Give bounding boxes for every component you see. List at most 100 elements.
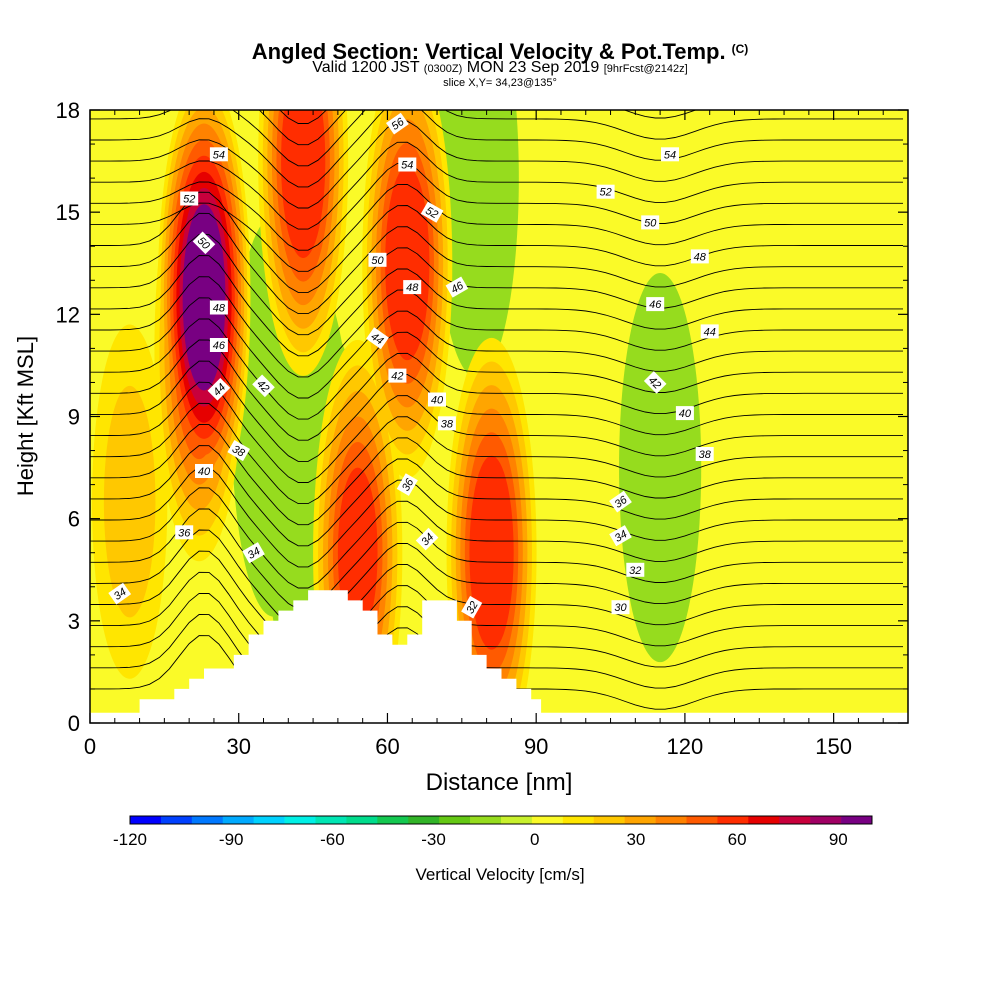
contour-label-text: 54 (401, 160, 413, 172)
contour-label-bg (643, 371, 667, 394)
colorbar-swatch-13 (531, 816, 564, 824)
x-tick-label-30: 30 (226, 734, 250, 759)
valid-date: MON 23 Sep 2019 (466, 59, 600, 76)
copyright-mark: (C) (731, 42, 749, 56)
contour-label-text: 32 (464, 599, 481, 616)
contour-label-bg (366, 327, 389, 350)
isentrope-24 (90, 141, 903, 230)
contour-label-bg (461, 595, 483, 619)
colorbar-swatch-0 (130, 816, 162, 824)
contour-label-27: 32 (626, 562, 645, 577)
contour-label-bg (626, 562, 645, 577)
contour-label-bg (209, 147, 228, 162)
isentrope-3 (90, 571, 903, 673)
contour-label-text: 50 (371, 255, 384, 267)
contour-label-34: 48 (690, 249, 709, 264)
y-tick-label-3: 3 (68, 609, 80, 634)
colorbar-swatch-21 (779, 816, 811, 824)
x-tick-label-60: 60 (375, 734, 399, 759)
contour-label-text: 34 (613, 528, 630, 545)
isentrope-20 (90, 212, 903, 315)
colorbar-tick-4: 0 (530, 830, 539, 849)
contour-label-text: 52 (183, 194, 195, 206)
contour-label-bg (695, 447, 714, 461)
contour-label-text: 48 (213, 303, 226, 315)
colorbar-swatch-14 (562, 816, 595, 824)
isentrope-26 (90, 110, 903, 188)
contour-label-text: 48 (694, 251, 707, 263)
velocity-cell-11-60 (469, 455, 514, 650)
contour-label-text: 44 (368, 331, 385, 348)
pot-temp-contours (90, 110, 903, 723)
contour-label-text: 34 (112, 586, 129, 603)
colorbar-swatch-5 (284, 816, 316, 824)
colorbar-swatch-18 (686, 816, 718, 824)
contour-label-10: 54 (209, 147, 228, 162)
colorbar: -120 -90 -60 -30 0 30 60 90 (113, 815, 873, 849)
contour-label-text: 38 (441, 418, 454, 430)
contour-label-21: 38 (437, 416, 456, 431)
contour-label-22: 36 (396, 473, 418, 496)
isentrope-8 (90, 466, 903, 568)
terrain-profile (90, 590, 908, 723)
contour-label-bg (609, 525, 632, 547)
isentrope-27 (90, 110, 903, 167)
colorbar-tick-6: 60 (728, 830, 747, 849)
contour-label-24: 32 (461, 595, 483, 619)
isentrope-6 (90, 508, 903, 610)
contour-label-bg (646, 297, 665, 312)
contour-label-1: 36 (175, 525, 194, 540)
contour-label-text: 32 (629, 565, 641, 577)
forecast-info: [9hrFcst@2142z] (603, 63, 688, 75)
isentrope-21 (90, 191, 903, 293)
colorbar-label: Vertical Velocity [cm/s] (415, 865, 584, 884)
contour-label-bg (386, 112, 409, 135)
contour-label-text: 50 (644, 217, 657, 229)
isentrope-17 (90, 276, 903, 378)
contour-label-bg (641, 215, 660, 230)
contour-label-bg (611, 600, 630, 615)
contour-label-19: 42 (388, 368, 407, 383)
contour-label-29: 38 (695, 447, 714, 461)
colorbar-swatch-7 (346, 816, 378, 824)
y-tick-label-0: 0 (68, 711, 80, 736)
contour-label-bg (388, 368, 407, 383)
contour-label-bg (428, 392, 446, 407)
contour-label-bg (180, 191, 199, 206)
y-tick-label-9: 9 (68, 405, 80, 430)
contour-label-37: 54 (661, 147, 679, 162)
velocity-cell-4--10 (434, 110, 519, 379)
contour-label-4: 34 (242, 542, 265, 564)
contour-label-bg (207, 377, 231, 401)
isentrope-4 (90, 550, 903, 652)
contour-label-text: 54 (664, 149, 676, 161)
contour-label-20: 40 (428, 392, 446, 407)
contour-label-0: 34 (108, 582, 132, 605)
colorbar-swatch-19 (717, 816, 749, 824)
velocity-cell-12-90 (182, 204, 226, 391)
isentrope-9 (90, 445, 903, 547)
colorbar-swatch-3 (222, 816, 254, 824)
contour-label-14: 52 (420, 201, 444, 223)
isentrope-7 (90, 487, 903, 589)
contour-label-text: 44 (704, 326, 716, 338)
contour-label-17: 46 (445, 276, 469, 298)
contour-label-bg (700, 324, 719, 339)
y-tick-label-12: 12 (56, 302, 80, 327)
colorbar-tick-3: -30 (421, 830, 446, 849)
slice-info: slice X,Y= 34,23@135° (443, 77, 557, 89)
isentrope-14 (90, 339, 903, 441)
contour-label-bg (445, 276, 469, 298)
contour-label-text: 36 (178, 527, 191, 539)
colorbar-swatch-15 (593, 816, 625, 824)
colorbar-tick-5: 30 (626, 830, 645, 849)
isentrope-5 (90, 529, 903, 631)
contour-label-bg (415, 527, 439, 551)
contour-label-36: 52 (596, 184, 615, 199)
contour-label-text: 46 (213, 340, 226, 352)
contour-label-bg (437, 416, 456, 431)
contour-label-bg (192, 231, 216, 255)
valid-prefix: Valid 1200 JST (312, 59, 420, 76)
